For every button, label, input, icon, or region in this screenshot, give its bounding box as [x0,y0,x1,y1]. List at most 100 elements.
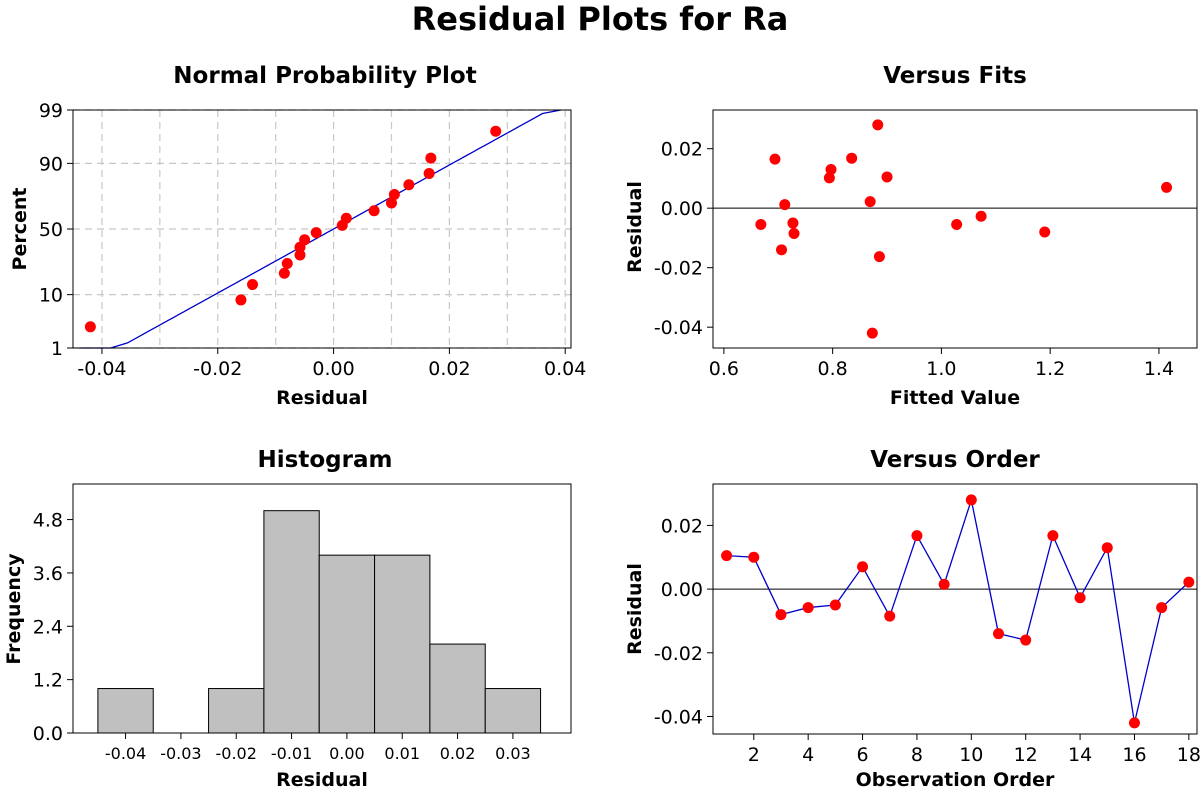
data-point [1039,226,1051,238]
x-tick-label: 0.02 [440,744,476,763]
data-point [825,164,837,175]
versus-order-plot: Versus Order Observation Order Residual … [624,447,1200,791]
histogram-bar [97,688,154,734]
data-point [1183,576,1195,588]
order-plot-lines-layer [713,497,1197,724]
fits-plot-points [755,119,1173,339]
x-tick-label: 0.03 [495,744,531,763]
data-point [846,152,858,164]
y-tick-label: 2.4 [33,616,63,638]
data-point [938,578,950,590]
data-point [755,219,767,231]
data-point [235,294,247,306]
data-point [247,279,259,291]
x-tick-label: -0.04 [105,744,146,763]
histogram-ylabel: Frequency [3,553,25,665]
order-plot-x-ticks: 2 4 6 8 10 12 14 16 18 [748,734,1200,766]
normal-plot-xlabel: Residual [276,387,368,409]
histogram-y-ticks: 0.0 1.2 2.4 3.6 4.8 [33,510,73,745]
data-point [993,628,1005,640]
normal-plot-y-ticks: 1 10 50 90 99 [39,100,73,360]
x-tick-label: -0.04 [77,358,126,380]
data-point [403,179,415,191]
y-tick-label: 99 [39,100,63,122]
y-tick-label: 0.02 [661,139,703,161]
normal-plot-ylabel: Percent [9,188,31,271]
histogram-frame [72,483,572,734]
x-tick-label: 10 [959,744,983,766]
data-point [787,217,799,229]
normal-plot-grid [73,109,571,349]
data-point [775,609,787,621]
histogram-plot: Histogram Residual Frequency -0.04 -0.03-… [3,447,572,791]
histogram-bars [97,510,542,734]
data-point [1128,717,1140,729]
x-tick-label: 0.01 [384,744,420,763]
order-series-line [726,497,1190,724]
x-tick-label: 14 [1068,744,1092,766]
data-point [829,599,841,611]
data-point [388,188,400,200]
x-tick-label: -0.02 [193,358,242,380]
fits-plot-ylabel: Residual [624,181,646,273]
data-point [310,227,322,239]
y-tick-label: -0.02 [654,643,703,665]
x-tick-label: 0.00 [329,744,365,763]
histogram-bar [263,510,320,734]
data-point [857,561,869,573]
data-point [1161,181,1173,193]
x-tick-label: 0.6 [709,358,739,380]
normal-plot-fit-line-layer [79,109,562,349]
y-tick-label: -0.04 [654,706,703,728]
x-tick-label: 1.4 [1144,358,1174,380]
y-tick-label: 1.2 [33,670,63,692]
data-point [425,152,437,164]
versus-fits-plot: Versus Fits Fitted Value Residual 0.6 0.8… [624,63,1198,409]
figure-title: Residual Plots for Ra [412,0,789,38]
data-point [823,172,835,184]
x-tick-label: 0.00 [312,358,354,380]
order-plot-y-ticks: -0.04 -0.02 0.00 0.02 [654,515,713,728]
histogram-bar [208,688,265,734]
data-point [911,530,923,542]
x-tick-label: 1.2 [1035,358,1065,380]
data-point [864,196,876,208]
data-point [873,251,885,263]
y-tick-label: 0.00 [661,579,703,601]
y-tick-label: 4.8 [33,510,63,532]
normal-plot-frame [72,109,572,349]
fits-plot-y-ticks: -0.04 -0.02 0.00 0.02 [654,139,713,339]
y-tick-label: 50 [39,219,63,241]
order-plot-frame [712,483,1198,735]
data-point [788,227,800,239]
data-point [779,199,791,211]
normal-plot-x-ticks: -0.04 -0.02 0.00 0.02 0.04 [77,348,586,380]
data-point [340,212,352,224]
data-point [721,550,733,562]
x-tick-label: -0.03 [160,744,201,763]
data-point [872,119,884,131]
fits-plot-frame [712,109,1198,349]
data-point [965,494,977,506]
y-tick-label: 0.0 [33,723,63,745]
data-point [951,219,963,231]
data-point [490,125,502,137]
y-tick-label: -0.02 [654,258,703,280]
x-tick-label: -0.01 [271,744,312,763]
y-tick-label: -0.04 [654,317,703,339]
data-point [299,234,311,246]
y-tick-label: 1 [51,338,63,360]
data-point [866,327,878,339]
y-tick-label: 10 [39,285,63,307]
order-plot-xlabel: Observation Order [856,769,1055,791]
x-tick-label: 0.04 [544,358,586,380]
data-point [294,249,306,261]
data-point [1156,602,1168,614]
histogram-bar [484,688,542,734]
normal-probability-plot: Normal Probability Plot Residual Percent… [9,63,586,409]
x-tick-label: 8 [911,744,923,766]
normal-plot-points [84,125,502,333]
order-plot-points [721,494,1195,729]
y-tick-label: 3.6 [33,563,63,585]
